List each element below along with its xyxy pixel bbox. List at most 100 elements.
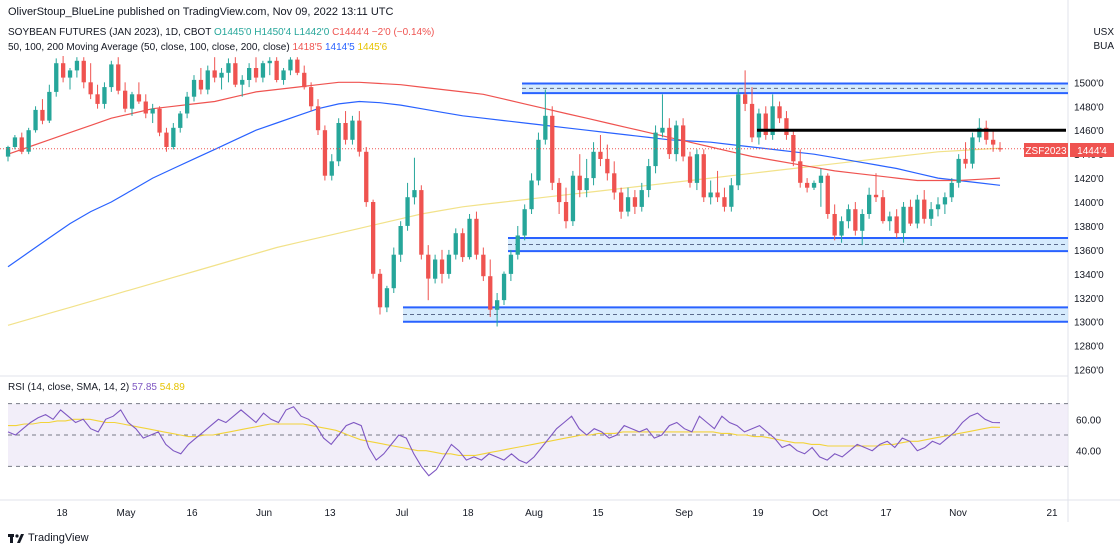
rsi-lines: [7, 406, 1001, 477]
candle-body: [88, 82, 93, 95]
candle-body: [605, 158, 610, 174]
candle-body: [439, 259, 445, 274]
candle-body: [867, 194, 872, 214]
rsi-line: [7, 406, 1001, 477]
high-value: H1450'4: [254, 27, 292, 38]
candle-body: [805, 182, 810, 188]
candle-body: [136, 94, 142, 102]
candle-body: [33, 109, 38, 131]
price-tick-label: 1340'0: [1074, 270, 1104, 281]
rsi-sma-line: [8, 418, 1001, 456]
time-tick-label: Sep: [675, 508, 693, 519]
candle-body: [584, 178, 589, 191]
ma200-line: [7, 147, 1001, 326]
candle-body: [770, 106, 775, 135]
time-tick-label: Jul: [396, 508, 409, 519]
rsi-axis[interactable]: 60.00 40.00: [1076, 415, 1101, 457]
candle-body: [247, 68, 252, 80]
candle-body: [522, 209, 527, 236]
time-tick-label: 15: [592, 508, 604, 519]
candle-body: [12, 137, 18, 147]
price-axis[interactable]: 1500'01480'01460'01440'01420'01400'01380…: [1074, 78, 1104, 376]
candle-body: [412, 190, 417, 198]
ma-legend[interactable]: 50, 100, 200 Moving Average (50, close, …: [8, 42, 387, 53]
candle-body: [701, 154, 706, 198]
candle-body: [736, 94, 741, 186]
candle-body: [40, 109, 45, 121]
candle-body: [619, 192, 624, 212]
candle-body: [922, 199, 927, 219]
candle-body: [61, 63, 66, 78]
candle-body: [646, 166, 651, 190]
low-value: L1442'0: [294, 27, 330, 38]
rsi-tick-label: 60.00: [1076, 415, 1101, 426]
moving-averages: [7, 81, 1001, 326]
candle-body: [315, 106, 321, 131]
candle-body: [956, 158, 961, 183]
candle-body: [887, 216, 892, 222]
rsi-band: [8, 403, 1068, 467]
candle-body: [226, 63, 231, 73]
candle-body: [929, 209, 934, 219]
candle-body: [577, 175, 582, 191]
candle-body: [894, 216, 899, 234]
candle-body: [681, 125, 686, 157]
time-tick-label: 19: [752, 508, 764, 519]
candle-body: [240, 79, 245, 85]
resistance-line-group: [0, 128, 1068, 150]
candle-body: [798, 161, 803, 183]
candle-body: [233, 63, 238, 85]
candle-body: [302, 72, 307, 88]
symbol-legend[interactable]: SOYBEAN FUTURES (JAN 2023), 1D, CBOT O14…: [8, 27, 434, 38]
change-value: −2'0 (−0.14%): [371, 27, 435, 38]
candle-body: [47, 91, 52, 121]
candle-body: [570, 175, 576, 222]
footer-brand[interactable]: TradingView: [8, 532, 89, 544]
candle-body: [274, 60, 279, 80]
candle-body: [253, 68, 259, 78]
candle-body: [598, 151, 603, 159]
candle-body: [467, 218, 472, 258]
candle-body: [536, 139, 541, 181]
ma100-value: 1414'5: [324, 42, 355, 53]
candle-body: [129, 94, 135, 109]
candle-body: [860, 214, 865, 231]
symbol-title: SOYBEAN FUTURES (JAN 2023), 1D, CBOT: [8, 27, 212, 38]
candle-body: [171, 127, 176, 147]
candle-body: [322, 130, 328, 176]
candle-body: [109, 64, 114, 88]
candle-body: [446, 254, 452, 274]
candle-body: [791, 135, 796, 162]
candle-body: [198, 79, 204, 90]
candle-body: [336, 123, 341, 162]
time-tick-label: 13: [324, 508, 336, 519]
price-tag-box: [1070, 143, 1114, 157]
candle-body: [384, 288, 390, 308]
candle-body: [191, 79, 197, 97]
candle-body: [460, 233, 465, 258]
candle-body: [708, 192, 713, 198]
candle-body: [5, 147, 11, 157]
candle-body: [185, 96, 190, 114]
candle-body: [529, 180, 534, 210]
time-tick-label: 16: [186, 508, 198, 519]
candle-body: [116, 64, 121, 91]
time-tick-label: 17: [880, 508, 892, 519]
candle-body: [997, 148, 1003, 150]
candle-body: [639, 190, 644, 207]
ma200-value: 1445'6: [357, 42, 388, 53]
price-tag-text: 1444'4: [1077, 146, 1107, 157]
rsi-legend[interactable]: RSI (14, close, SMA, 14, 2) 57.85 54.89: [8, 382, 185, 393]
price-tick-label: 1420'0: [1074, 174, 1104, 185]
price-tick-label: 1360'0: [1074, 246, 1104, 257]
candle-body: [143, 101, 148, 114]
ma100-line: [7, 100, 1001, 268]
candle-body: [674, 125, 679, 155]
candle-body: [281, 70, 286, 80]
candle-body: [343, 123, 348, 140]
candle-body: [949, 182, 954, 198]
candle-body: [212, 70, 217, 78]
candle-body: [935, 204, 941, 210]
time-axis[interactable]: 18 May 16 Jun 13 Jul 18 Aug 15 Sep 19 Oct 17 Nov 21: [56, 508, 1058, 519]
